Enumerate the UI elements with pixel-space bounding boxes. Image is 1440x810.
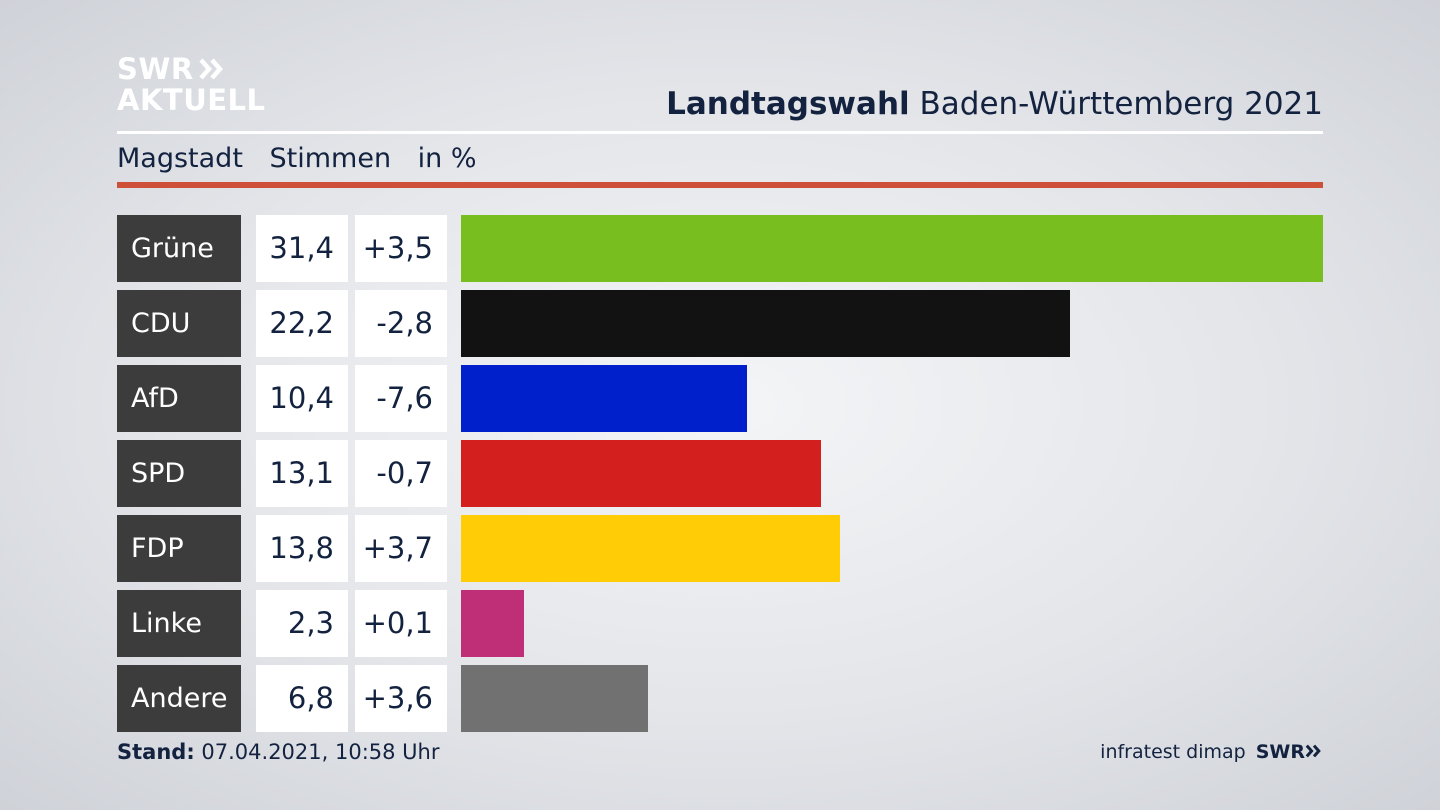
result-row: CDU 22,2 -2,8 — [117, 290, 1323, 357]
vote-share-value: 2,3 — [256, 590, 348, 657]
timestamp: Stand: 07.04.2021, 10:58 Uhr — [117, 740, 440, 764]
vote-share-value: 22,2 — [256, 290, 348, 357]
result-row: Linke 2,3 +0,1 — [117, 590, 1323, 657]
stand-value: 07.04.2021, 10:58 Uhr — [194, 740, 440, 764]
vote-share-value: 6,8 — [256, 665, 348, 732]
bar-linke — [461, 590, 524, 657]
source-label: infratest dimap — [1100, 741, 1246, 763]
subheading: Magstadt Stimmen in % — [117, 143, 495, 174]
result-row: Andere 6,8 +3,6 — [117, 665, 1323, 732]
bar-gr-ne — [461, 215, 1323, 282]
title-rest: Baden-Württemberg 2021 — [909, 86, 1324, 122]
subhead-measure: Stimmen — [269, 143, 392, 174]
party-label: FDP — [117, 515, 241, 582]
party-label: AfD — [117, 365, 241, 432]
result-row: AfD 10,4 -7,6 — [117, 365, 1323, 432]
party-label: CDU — [117, 290, 241, 357]
vote-share-value: 13,8 — [256, 515, 348, 582]
bar-afd — [461, 365, 747, 432]
party-label: Linke — [117, 590, 241, 657]
footer-arrows-icon — [1305, 744, 1321, 758]
chart-title: Landtagswahl Baden-Württemberg 2021 — [666, 86, 1323, 122]
subhead-unit: in % — [417, 143, 477, 174]
source-credit: infratest dimap SWR — [1100, 741, 1323, 763]
bar-fdp — [461, 515, 840, 582]
bar-cdu — [461, 290, 1070, 357]
change-value: +3,7 — [355, 515, 447, 582]
party-label: Andere — [117, 665, 241, 732]
bar-spd — [461, 440, 821, 507]
change-value: +3,5 — [355, 215, 447, 282]
party-label: SPD — [117, 440, 241, 507]
footer-brand: SWR — [1255, 741, 1305, 763]
subhead-place: Magstadt — [117, 143, 243, 174]
logo-line-1: SWR — [117, 52, 194, 86]
vote-share-value: 10,4 — [256, 365, 348, 432]
vote-share-value: 31,4 — [256, 215, 348, 282]
change-value: +0,1 — [355, 590, 447, 657]
change-value: -2,8 — [355, 290, 447, 357]
logo-line-2: AKTUELL — [117, 83, 266, 117]
vote-share-value: 13,1 — [256, 440, 348, 507]
accent-divider — [117, 182, 1323, 188]
header-divider — [117, 131, 1323, 134]
result-row: Grüne 31,4 +3,5 — [117, 215, 1323, 282]
change-value: -0,7 — [355, 440, 447, 507]
bar-andere — [461, 665, 648, 732]
stand-label: Stand: — [117, 740, 195, 764]
change-value: -7,6 — [355, 365, 447, 432]
result-row: FDP 13,8 +3,7 — [117, 515, 1323, 582]
title-bold: Landtagswahl — [666, 86, 910, 122]
change-value: +3,6 — [355, 665, 447, 732]
party-label: Grüne — [117, 215, 241, 282]
logo-arrows-icon — [199, 58, 223, 80]
swr-aktuell-logo: SWR AKTUELL — [117, 54, 266, 116]
result-row: SPD 13,1 -0,7 — [117, 440, 1323, 507]
